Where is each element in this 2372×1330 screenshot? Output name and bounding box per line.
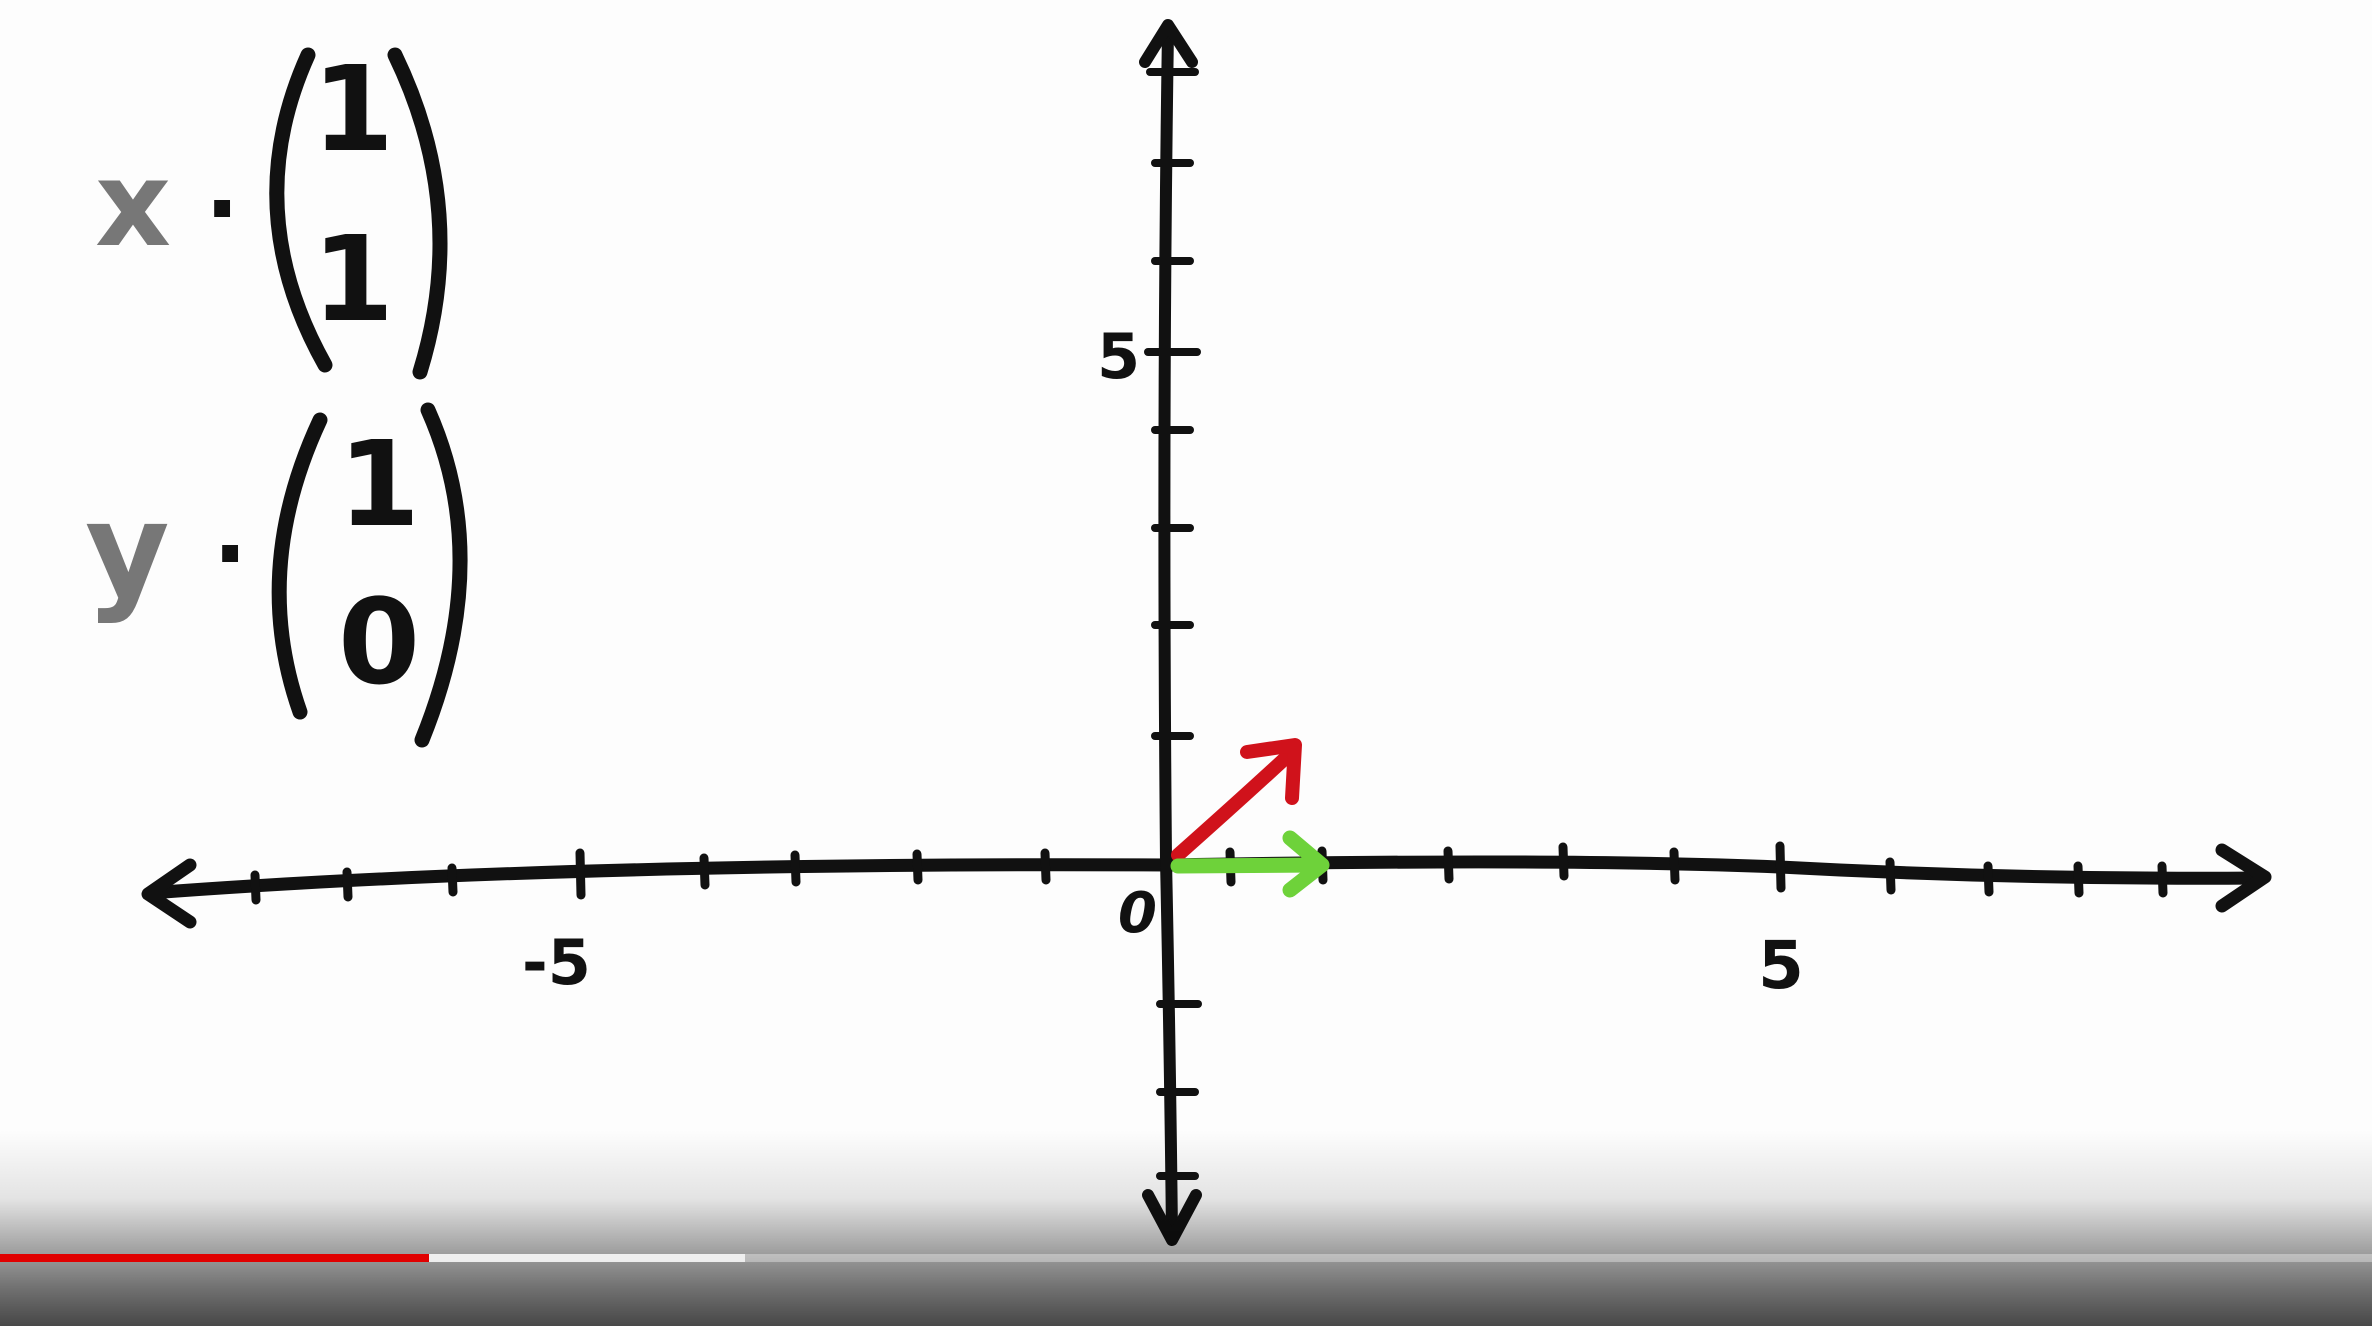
x-axis-line bbox=[143, 855, 2267, 900]
origin-label: 0 bbox=[1118, 881, 1157, 946]
x-axis-right-arrowhead bbox=[2215, 843, 2272, 913]
right-paren-1 bbox=[387, 47, 448, 380]
progress-played bbox=[0, 1254, 429, 1262]
vector-red bbox=[1171, 738, 1302, 862]
dot-operator-2: · bbox=[213, 502, 247, 607]
y-axis-ticks bbox=[1144, 68, 1202, 1180]
x-axis-left-arrowhead bbox=[141, 858, 197, 929]
dot-operator-1: · bbox=[205, 157, 239, 262]
video-progress-bar[interactable] bbox=[0, 1254, 2372, 1262]
y-axis-top-arrowhead bbox=[1139, 19, 1198, 68]
x-tick-label-5: 5 bbox=[1758, 927, 1804, 1004]
x-tick-label-neg5: -5 bbox=[522, 926, 591, 999]
coordinate-axes: 0 -5 5 5 bbox=[141, 19, 2272, 1246]
variable-y: y bbox=[85, 474, 170, 626]
y-axis-line bbox=[1158, 24, 1178, 1241]
variable-x: x bbox=[95, 135, 171, 273]
left-paren-2 bbox=[271, 412, 328, 720]
formula-term-1: x · 1 1 bbox=[95, 40, 448, 380]
x-axis-ticks bbox=[250, 841, 2168, 905]
vector-1-entry-bottom: 1 bbox=[312, 210, 394, 348]
right-paren-2 bbox=[414, 402, 468, 748]
vector-green bbox=[1170, 830, 1330, 898]
formula-term-2: y · 1 0 bbox=[85, 402, 468, 748]
vector-2-entry-top: 1 bbox=[338, 415, 420, 553]
left-paren-1 bbox=[269, 47, 333, 373]
y-tick-label-5: 5 bbox=[1097, 320, 1140, 393]
vector-2-entry-bottom: 0 bbox=[338, 573, 420, 711]
vector-1-entry-top: 1 bbox=[312, 40, 394, 178]
